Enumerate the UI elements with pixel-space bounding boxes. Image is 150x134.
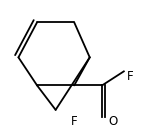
- Text: F: F: [71, 115, 78, 128]
- Text: F: F: [127, 70, 134, 83]
- Text: O: O: [108, 115, 118, 128]
